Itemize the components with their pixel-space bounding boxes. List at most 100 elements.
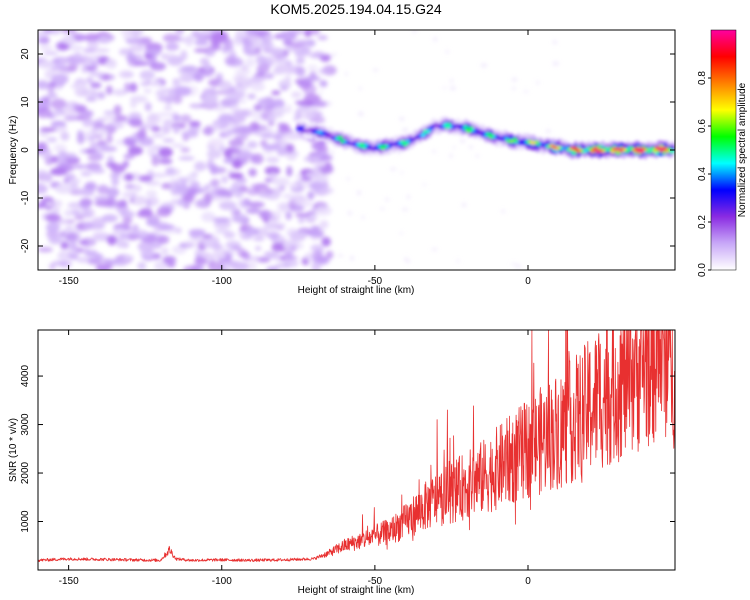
spectrogram-noise-blob — [295, 58, 305, 65]
spectrogram-noise-blob — [83, 221, 95, 230]
spectrogram-noise-blob — [113, 261, 128, 267]
spectrogram-noise-blob — [273, 187, 282, 197]
spectrogram-noise-blob — [124, 183, 135, 190]
spectrogram-noise-blob — [63, 35, 76, 47]
spectrogram-noise-blob — [319, 90, 324, 95]
spectrogram-noise-blob — [211, 242, 221, 251]
spectrogram-noise-blob — [422, 183, 427, 186]
spectrogram-noise-blob — [245, 57, 256, 68]
spectrogram-noise-blob — [319, 220, 329, 229]
spectrogram-noise-blob — [172, 80, 182, 88]
spectrogram-noise-blob — [384, 197, 390, 202]
spectrogram-noise-blob — [65, 219, 75, 224]
spectrogram-noise-blob — [146, 218, 160, 227]
spectrogram-ridge-cell — [463, 124, 468, 129]
spectrogram-ridge-cell — [474, 128, 479, 133]
spectrogram-noise-blob — [205, 45, 223, 51]
spectrogram-noise-blob — [312, 100, 329, 108]
spectrogram-noise-blob — [101, 214, 119, 223]
snr-y-tick-label: 1000 — [20, 510, 31, 533]
spectrogram-noise-blob — [223, 231, 236, 239]
spectrogram-noise-blob — [69, 181, 79, 189]
spectrogram-noise-blob — [261, 40, 274, 52]
spectrogram-noise-blob — [82, 119, 96, 126]
spectrogram-noise-blob — [500, 209, 506, 213]
spectrogram-noise-blob — [167, 55, 184, 66]
spectrogram-noise-blob — [38, 169, 48, 176]
spectrogram-noise-blob — [230, 261, 249, 270]
spectrogram-noise-blob — [76, 133, 85, 145]
spectrogram-noise-blob — [294, 109, 302, 121]
spectrogram-noise-blob — [248, 168, 257, 177]
spectrogram-noise-blob — [242, 40, 254, 50]
spectrogram-noise-blob — [54, 84, 63, 91]
spectrogram-noise-blob — [311, 261, 322, 270]
spectrogram-noise-blob — [38, 107, 53, 119]
spectrogram-noise-blob — [545, 129, 552, 134]
spectrogram-noise-blob — [452, 145, 456, 149]
spectrogram-noise-blob — [157, 234, 170, 245]
spectrogram-noise-blob — [115, 200, 128, 208]
spectrogram-noise-blob — [461, 202, 467, 207]
spectrogram-noise-blob — [213, 106, 227, 112]
spectrogram-noise-blob — [356, 190, 362, 196]
spectrogram-noise-blob — [308, 30, 321, 36]
spectrogram-noise-blob — [39, 127, 57, 132]
spectrogram-noise-blob — [45, 201, 53, 207]
spectrogram-noise-blob — [329, 150, 335, 155]
spectrogram-ridge-cell — [461, 127, 466, 132]
spectrogram-noise-blob — [162, 255, 177, 265]
spectrogram-noise-blob — [314, 162, 327, 167]
spectrogram-noise-blob — [106, 263, 114, 270]
spectrogram-noise-blob — [65, 231, 81, 243]
spectrogram-ridge-cell — [308, 127, 314, 132]
spectrogram-noise-blob — [52, 125, 68, 133]
spectrogram-noise-blob — [155, 89, 167, 98]
spectrogram-noise-blob — [283, 259, 299, 268]
spectrogram-noise-blob — [60, 151, 69, 160]
spectrogram-noise-blob — [171, 143, 185, 148]
spectrogram-noise-blob — [41, 150, 52, 160]
spectrogram-noise-blob — [284, 75, 292, 83]
spectrogram-noise-blob — [234, 38, 242, 47]
spectrogram-noise-blob — [144, 48, 162, 56]
spectrogram-noise-blob — [344, 71, 348, 76]
spectrogram-noise-blob — [174, 86, 192, 97]
spectrogram-noise-blob — [281, 65, 297, 75]
spectrogram-noise-blob — [234, 68, 252, 75]
spectrogram-noise-blob — [185, 38, 194, 47]
spectrogram-noise-blob — [39, 45, 53, 50]
spectrogram-noise-blob — [121, 191, 133, 199]
spectrogram-noise-blob — [51, 199, 63, 208]
spectrogram-noise-blob — [92, 232, 109, 239]
spectrogram-ridge-cell — [503, 136, 509, 140]
spectrogram-noise-blob — [57, 42, 70, 50]
spectrogram-noise-blob — [268, 47, 285, 56]
spectrogram-noise-blob — [289, 183, 299, 189]
spectrogram-noise-blob — [158, 158, 173, 165]
spectrogram-noise-blob — [511, 86, 517, 90]
spectrogram-noise-blob — [282, 193, 295, 199]
spectrogram-x-label: Height of straight line (km) — [298, 285, 415, 296]
spectrogram-noise-blob — [303, 76, 321, 82]
spectrogram-noise-blob — [511, 77, 518, 82]
spectrogram-noise-blob — [319, 226, 324, 232]
spectrogram-noise-blob — [228, 185, 238, 194]
spectrogram-noise-blob — [304, 156, 322, 161]
spectrogram-noise-blob — [188, 228, 206, 236]
spectrogram-noise-blob — [372, 68, 379, 72]
spectrogram-noise-blob — [210, 251, 226, 260]
spectrogram-ridge-cell — [520, 139, 525, 143]
spectrogram-noise-blob — [139, 250, 156, 257]
spectrogram-noise-blob — [213, 220, 232, 229]
spectrogram-noise-blob — [174, 184, 189, 193]
spectrogram-noise-blob — [51, 74, 69, 85]
spectrogram-ridge-cell — [522, 142, 527, 146]
spectrogram-noise-blob — [279, 31, 297, 42]
spectrogram-noise-blob — [121, 255, 135, 261]
spectrogram-noise-blob — [221, 45, 230, 54]
spectrogram-noise-blob — [102, 115, 117, 121]
spectrogram-noise-blob — [511, 262, 517, 266]
spectrogram-noise-blob — [106, 121, 125, 130]
spectrogram-ridge-cell — [444, 125, 450, 129]
